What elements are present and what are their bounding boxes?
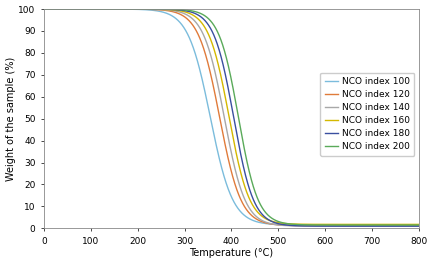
- NCO index 100: [107, 7, 112, 11]
- Line: NCO index 120: NCO index 120: [44, 9, 419, 226]
- NCO index 160: [416, 223, 421, 226]
- NCO index 200: [368, 223, 374, 227]
- NCO index 160: [409, 223, 414, 226]
- NCO index 140: [107, 7, 112, 11]
- Legend: NCO index 100, NCO index 120, NCO index 140, NCO index 160, NCO index 180, NCO i: NCO index 100, NCO index 120, NCO index …: [320, 73, 414, 156]
- NCO index 180: [368, 225, 374, 228]
- NCO index 200: [84, 7, 89, 11]
- NCO index 100: [201, 86, 207, 89]
- NCO index 160: [41, 7, 46, 11]
- NCO index 180: [201, 18, 207, 21]
- NCO index 100: [41, 7, 46, 11]
- NCO index 140: [416, 225, 421, 228]
- NCO index 100: [368, 223, 374, 227]
- NCO index 120: [201, 48, 207, 51]
- Line: NCO index 200: NCO index 200: [44, 9, 419, 225]
- NCO index 120: [84, 7, 89, 11]
- NCO index 180: [185, 10, 190, 13]
- NCO index 180: [107, 7, 112, 11]
- Line: NCO index 100: NCO index 100: [44, 9, 419, 225]
- NCO index 200: [416, 223, 421, 227]
- NCO index 160: [185, 11, 190, 14]
- NCO index 120: [185, 18, 190, 21]
- NCO index 140: [41, 7, 46, 11]
- NCO index 140: [368, 225, 374, 228]
- NCO index 160: [84, 7, 89, 11]
- NCO index 180: [41, 7, 46, 11]
- NCO index 160: [107, 7, 112, 11]
- NCO index 100: [409, 223, 414, 227]
- X-axis label: Temperature (°C): Temperature (°C): [189, 248, 273, 258]
- NCO index 120: [409, 224, 414, 227]
- NCO index 160: [368, 223, 374, 226]
- NCO index 180: [84, 7, 89, 11]
- NCO index 120: [107, 7, 112, 11]
- NCO index 140: [84, 7, 89, 11]
- Y-axis label: Weight of the sample (%): Weight of the sample (%): [6, 56, 16, 181]
- NCO index 100: [84, 7, 89, 11]
- NCO index 200: [201, 14, 207, 17]
- NCO index 120: [41, 7, 46, 11]
- NCO index 200: [107, 7, 112, 11]
- NCO index 200: [409, 223, 414, 227]
- Line: NCO index 180: NCO index 180: [44, 9, 419, 226]
- NCO index 140: [201, 34, 207, 37]
- NCO index 140: [409, 225, 414, 228]
- NCO index 100: [185, 33, 190, 36]
- NCO index 100: [416, 223, 421, 227]
- NCO index 180: [409, 225, 414, 228]
- Line: NCO index 160: NCO index 160: [44, 9, 419, 224]
- NCO index 140: [185, 14, 190, 17]
- Line: NCO index 140: NCO index 140: [44, 9, 419, 226]
- NCO index 120: [416, 224, 421, 227]
- NCO index 120: [368, 224, 374, 227]
- NCO index 180: [416, 225, 421, 228]
- NCO index 160: [201, 24, 207, 27]
- NCO index 200: [185, 9, 190, 12]
- NCO index 200: [41, 7, 46, 11]
